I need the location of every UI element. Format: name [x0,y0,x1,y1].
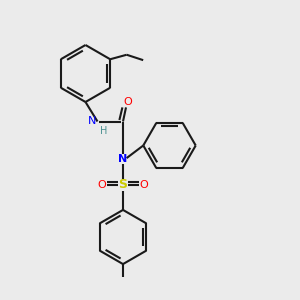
Text: N: N [88,116,96,127]
Text: N: N [118,154,127,164]
Text: O: O [98,179,106,190]
Text: S: S [118,178,127,191]
Text: H: H [100,126,107,136]
Text: O: O [140,179,148,190]
Text: O: O [123,97,132,107]
